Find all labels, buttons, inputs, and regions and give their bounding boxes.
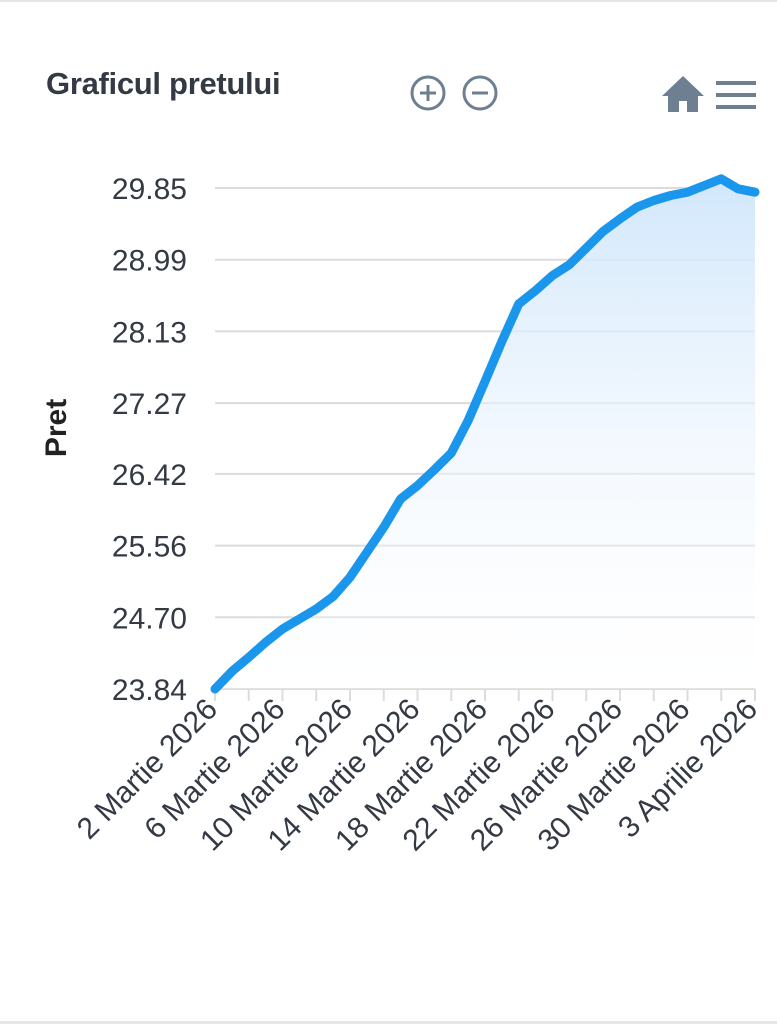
zoom-in-icon <box>410 75 446 111</box>
y-tick-label: 24.70 <box>112 602 187 635</box>
series-line <box>210 174 760 694</box>
series-area <box>215 178 755 689</box>
home-button[interactable] <box>660 72 706 116</box>
zoom-in-button[interactable] <box>408 73 448 113</box>
zoom-out-button[interactable] <box>460 73 500 113</box>
y-tick-label: 26.42 <box>112 459 187 492</box>
chart-title: Graficul pretului <box>46 66 281 101</box>
y-tick-label: 28.99 <box>112 245 187 278</box>
menu-icon <box>716 81 756 109</box>
home-icon <box>662 76 704 112</box>
zoom-out-icon <box>462 75 498 111</box>
y-tick-label: 27.27 <box>112 388 187 421</box>
y-tick-label: 25.56 <box>112 531 187 564</box>
y-tick-label: 23.84 <box>112 674 187 707</box>
y-tick-label: 29.85 <box>112 173 187 206</box>
y-tick-label: 28.13 <box>112 316 187 349</box>
menu-button[interactable] <box>714 76 758 114</box>
y-axis-label: Pret <box>40 399 73 457</box>
